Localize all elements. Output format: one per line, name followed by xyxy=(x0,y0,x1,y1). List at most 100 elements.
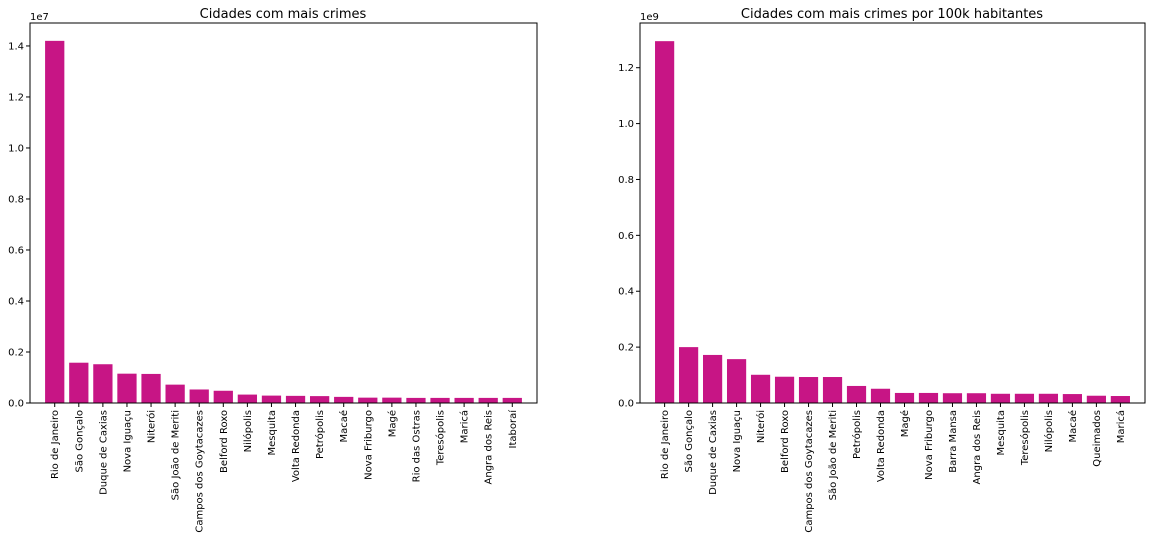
bar xyxy=(1086,395,1106,403)
x-tick-label: Nova Iguaçu xyxy=(732,410,743,472)
x-tick-label: Nilópolis xyxy=(242,410,254,452)
y-scale-label: 1e7 xyxy=(30,12,49,23)
x-tick-label: Campos dos Goytacazes xyxy=(195,410,206,533)
bar xyxy=(942,393,963,403)
chart-title: Cidades com mais crimes xyxy=(200,7,367,22)
x-tick-label: Barra Mansa xyxy=(948,410,959,473)
bar xyxy=(141,373,161,403)
bar xyxy=(502,397,522,403)
bars xyxy=(45,40,522,403)
bar xyxy=(93,364,113,403)
x-tick-label: Nova Friburgo xyxy=(924,410,935,480)
bar xyxy=(237,394,258,403)
x-tick-label: Niterói xyxy=(146,410,158,443)
bar xyxy=(309,396,330,403)
bar xyxy=(918,392,939,403)
x-tick-label: Maricá xyxy=(459,410,471,443)
y-tick-label: 1.0 xyxy=(8,143,24,154)
x-tick-label: Volta Redonda xyxy=(291,410,302,482)
bar xyxy=(189,389,209,403)
bar xyxy=(655,41,675,403)
x-tick-label: Mesquita xyxy=(996,410,1007,456)
y-tick-label: 0.0 xyxy=(618,399,634,410)
bar xyxy=(430,397,450,403)
bar xyxy=(966,393,987,403)
x-tick-label: São João de Meriti xyxy=(171,410,182,500)
bar xyxy=(69,362,89,403)
y-tick-label: 1.2 xyxy=(618,63,634,74)
bar xyxy=(702,354,723,403)
x-tick-label: Duque de Caxias xyxy=(708,410,719,495)
plot-frame xyxy=(639,22,1146,404)
bar xyxy=(165,384,185,403)
y-axis: 0.0 0.2 0.4 0.6 0.8 1.0 1.2 xyxy=(618,63,640,410)
bar xyxy=(774,376,795,403)
bar xyxy=(117,373,137,403)
bar xyxy=(261,395,282,403)
bars xyxy=(655,41,1130,403)
x-tick-label: Macaé xyxy=(1067,410,1079,443)
bar xyxy=(358,397,378,403)
x-tick-label: Petrópolis xyxy=(314,410,326,459)
bar xyxy=(726,359,747,403)
bar xyxy=(382,397,402,403)
x-axis: Rio de Janeiro São Gonçalo Duque de Caxias… xyxy=(50,403,519,533)
bar xyxy=(478,397,498,403)
y-tick-label: 0.4 xyxy=(8,296,24,307)
x-tick-label: Duque de Caxias xyxy=(98,410,109,495)
x-tick-label: Rio das Ostras xyxy=(411,410,422,482)
bar xyxy=(1014,393,1035,403)
y-tick-label: 0.4 xyxy=(618,287,634,298)
x-tick-label: Rio de Janeiro xyxy=(660,410,671,479)
y-tick-label: 0.8 xyxy=(618,175,634,186)
x-tick-label: Magé xyxy=(386,410,398,437)
bar xyxy=(894,392,915,403)
chart-crimes-per-100k: Cidades com mais crimes por 100k habitan… xyxy=(618,7,1146,533)
x-tick-label: Belford Roxo xyxy=(219,410,230,473)
bar xyxy=(406,397,426,403)
y-tick-label: 0.8 xyxy=(8,194,24,205)
y-tick-label: 0.6 xyxy=(618,231,634,242)
chart-crimes-total: Cidades com mais crimes 1e7 0.0 0.2 0.4 0.6… xyxy=(8,7,538,533)
chart-title: Cidades com mais crimes por 100k habitan… xyxy=(741,7,1043,22)
x-tick-label: Macaé xyxy=(338,410,350,443)
bar xyxy=(285,395,306,403)
y-tick-label: 0.2 xyxy=(618,343,634,354)
x-tick-label: Rio de Janeiro xyxy=(50,410,61,479)
x-tick-label: Campos dos Goytacazes xyxy=(804,410,815,533)
bar xyxy=(334,396,354,403)
bar xyxy=(798,377,819,403)
bar xyxy=(1038,393,1059,403)
bar xyxy=(1062,394,1083,403)
y-tick-label: 1.0 xyxy=(618,119,634,130)
x-tick-label: Magé xyxy=(899,410,911,437)
x-tick-label: Maricá xyxy=(1115,410,1127,443)
y-scale-label: 1e9 xyxy=(640,12,659,23)
x-axis: Rio de Janeiro São Gonçalo Duque de Caxias… xyxy=(660,403,1127,533)
x-tick-label: Niterói xyxy=(755,410,767,443)
x-tick-label: Nova Friburgo xyxy=(363,410,374,480)
y-tick-label: 0.6 xyxy=(8,245,24,256)
x-tick-label: Belford Roxo xyxy=(780,410,791,473)
x-tick-label: Nilópolis xyxy=(1043,410,1055,452)
bar xyxy=(45,40,65,403)
bar xyxy=(846,385,867,403)
x-tick-label: Queimados xyxy=(1092,410,1103,467)
bar xyxy=(750,374,771,403)
y-axis: 0.0 0.2 0.4 0.6 0.8 1.0 1.2 1.4 xyxy=(8,41,30,410)
x-tick-label: Angra dos Reis xyxy=(972,410,983,484)
y-tick-label: 0.2 xyxy=(8,347,24,358)
bar xyxy=(822,377,843,403)
bar xyxy=(679,347,699,403)
x-tick-label: Mesquita xyxy=(267,410,278,456)
x-tick-label: São Gonçalo xyxy=(684,410,695,473)
x-tick-label: São Gonçalo xyxy=(74,410,85,473)
y-tick-label: 0.0 xyxy=(8,399,24,410)
y-tick-label: 1.4 xyxy=(8,41,24,52)
x-tick-label: Angra dos Reis xyxy=(484,410,495,484)
bar xyxy=(213,390,233,403)
bar xyxy=(1110,396,1130,403)
x-tick-label: Teresópolis xyxy=(435,410,447,466)
x-tick-label: Teresópolis xyxy=(1019,410,1031,466)
